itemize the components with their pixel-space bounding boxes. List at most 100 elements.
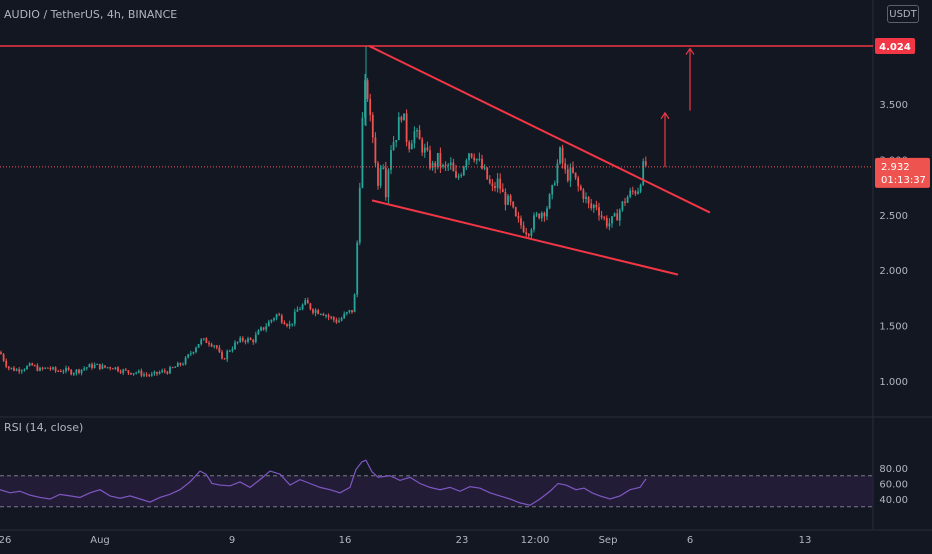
candle-body — [111, 368, 114, 370]
candle-body — [538, 213, 541, 219]
candle-body — [361, 117, 364, 188]
candle-body — [358, 187, 361, 243]
candle-body — [291, 323, 294, 325]
candle-body — [520, 218, 522, 226]
candle-body — [330, 316, 333, 318]
candle-body — [267, 321, 270, 327]
candle-body — [366, 80, 369, 99]
candle-body — [444, 164, 447, 166]
candle-body — [275, 314, 278, 319]
candle-body — [62, 371, 65, 373]
candle-body — [65, 367, 67, 372]
candle-body — [265, 326, 268, 330]
rsi-band — [0, 475, 873, 507]
candle-body — [468, 153, 470, 161]
candle-body — [631, 190, 634, 192]
candle-body — [621, 201, 624, 211]
candle-body — [46, 367, 49, 369]
candle-body — [28, 363, 31, 366]
candle-body — [278, 314, 281, 316]
candle-body — [395, 140, 398, 142]
candle-body — [176, 362, 179, 367]
candle-body — [390, 150, 392, 170]
price-axis-tick: 1.000 — [879, 377, 908, 388]
candle-body — [36, 365, 39, 371]
candle-body — [470, 153, 473, 158]
currency-badge[interactable]: USDT — [887, 5, 919, 23]
candle-body — [509, 195, 512, 202]
candle-body — [280, 315, 283, 323]
candle-body — [325, 315, 327, 317]
candle-body — [239, 337, 242, 342]
candle-body — [442, 164, 444, 167]
candle-body — [457, 176, 460, 178]
candle-body — [304, 300, 307, 305]
candle-body — [605, 217, 608, 227]
candle-body — [96, 363, 99, 365]
candle-body — [91, 364, 93, 368]
candle-body — [613, 213, 616, 217]
candle-body — [455, 171, 457, 178]
candle-body — [252, 339, 255, 343]
candle-body — [317, 310, 320, 315]
candle-body — [343, 313, 346, 319]
candle-body — [197, 343, 200, 348]
candle-body — [582, 189, 585, 199]
candle-body — [166, 371, 169, 374]
candle-body — [525, 232, 528, 235]
candle-body — [80, 369, 83, 373]
candle-body — [639, 184, 642, 192]
candle-body — [254, 334, 257, 343]
candle-body — [52, 367, 54, 370]
candle-body — [423, 147, 426, 153]
candle-body — [556, 163, 559, 184]
candle-body — [109, 367, 112, 369]
candle-body — [447, 164, 450, 166]
candle-body — [416, 130, 418, 132]
candle-body — [608, 223, 611, 227]
candle-body — [431, 163, 434, 169]
candle-body — [603, 217, 606, 219]
candle-body — [561, 147, 564, 164]
candle-body — [119, 371, 122, 373]
candle-body — [5, 360, 8, 367]
candle-body — [234, 342, 236, 350]
time-axis-tick: 23 — [456, 535, 469, 546]
candle-body — [7, 366, 10, 369]
candle-body — [20, 370, 23, 372]
price-axis-tick: 2.000 — [879, 266, 908, 277]
candle-body — [507, 195, 509, 205]
candle-body — [403, 113, 405, 121]
candle-body — [260, 327, 262, 331]
candle-body — [533, 215, 535, 230]
candle-body — [31, 363, 34, 366]
candle-body — [345, 312, 348, 314]
candle-body — [340, 318, 343, 321]
candle-body — [585, 196, 587, 199]
candle-body — [564, 163, 567, 170]
candle-body — [501, 189, 504, 193]
candle-body — [369, 98, 372, 115]
candle-body — [374, 137, 377, 164]
candle-body — [522, 225, 525, 233]
candle-body — [387, 169, 390, 198]
candle-body — [104, 365, 106, 368]
candle-body — [98, 363, 101, 369]
candle-body — [553, 183, 556, 186]
wedge-lower-line — [371, 199, 679, 276]
candle-body — [400, 117, 403, 121]
candle-body — [327, 315, 330, 317]
candle-body — [72, 373, 75, 375]
candle-body — [314, 310, 317, 313]
candle-body — [143, 374, 145, 376]
candle-body — [624, 201, 626, 203]
candle-body — [106, 367, 109, 369]
candle-body — [283, 322, 286, 325]
candle-body — [70, 369, 73, 375]
candle-body — [377, 163, 379, 186]
last-price-tag — [875, 157, 930, 188]
candle-body — [598, 207, 600, 216]
candle-body — [566, 169, 569, 181]
